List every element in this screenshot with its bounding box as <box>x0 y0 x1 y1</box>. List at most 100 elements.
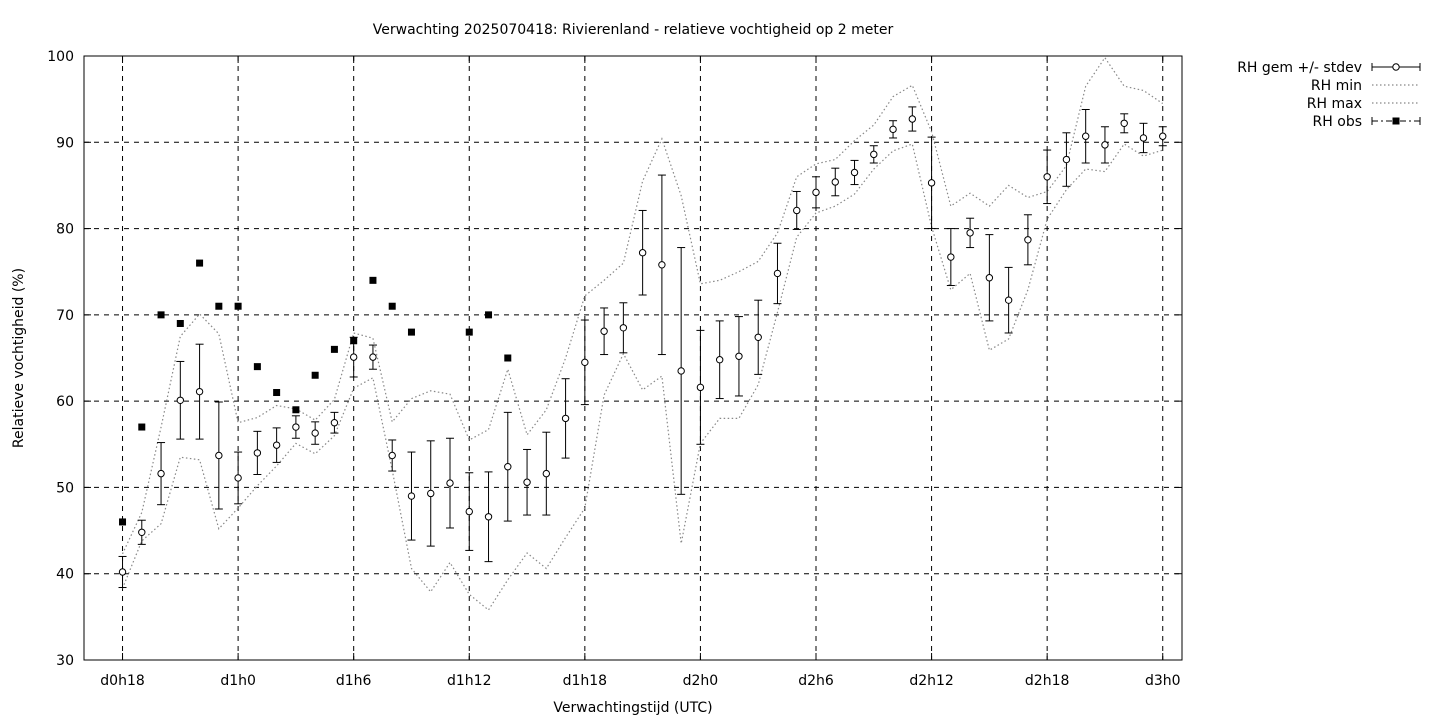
rh-obs-point <box>292 406 300 414</box>
rh-mean-point <box>388 451 396 460</box>
rh-obs-point <box>119 518 127 526</box>
rh-mean-point <box>1159 132 1167 140</box>
rh-mean-point <box>812 188 820 197</box>
rh-mean-point <box>407 492 416 500</box>
rh-mean-point <box>638 249 647 257</box>
x-tick-label: d2h6 <box>798 673 834 689</box>
legend-label: RH gem +/- stdev <box>1237 60 1362 76</box>
legend-swatch-point <box>1392 117 1400 125</box>
y-tick-label: 90 <box>56 135 74 151</box>
rh-mean-point <box>1101 141 1109 149</box>
axis-ticks: 30 40 50 60 70 80 90 100 d0h18 d1h0 d1h6 d1h12 d1h18… <box>47 49 1182 689</box>
rh-mean-point <box>831 178 839 186</box>
rh-mean-point <box>1139 134 1148 142</box>
y-tick-label: 70 <box>56 308 74 324</box>
rh-mean-point <box>253 449 262 457</box>
y-axis-label: Relatieve vochtigheid (%) <box>11 268 27 448</box>
legend-swatch-point <box>1392 63 1400 71</box>
rh-obs-point <box>157 311 165 319</box>
y-tick-label: 80 <box>56 222 74 238</box>
rh-mean-point <box>234 474 242 482</box>
x-tick-label: d3h0 <box>1145 673 1181 689</box>
x-tick-label: d1h6 <box>336 673 372 689</box>
rh-mean-point <box>542 469 551 478</box>
rh-mean-point <box>870 150 878 159</box>
rh-mean-errorbars <box>118 106 1167 589</box>
rh-mean-point <box>985 274 994 282</box>
rh-mean-point <box>581 358 589 367</box>
rh-obs-point <box>273 389 281 397</box>
rh-mean-point <box>715 356 724 364</box>
rh-mean-point <box>966 229 974 237</box>
rh-mean-point <box>272 441 281 449</box>
rh-obs-point <box>369 276 377 284</box>
rh-mean-point <box>369 353 377 361</box>
rh-obs-point <box>330 345 338 353</box>
rh-mean-point <box>157 469 165 478</box>
rh-mean-point <box>504 463 512 471</box>
legend-label: RH min <box>1311 78 1362 94</box>
legend-label: RH max <box>1307 96 1362 112</box>
rh-max-line <box>121 56 1164 555</box>
rh-min-max-lines <box>121 56 1164 611</box>
rh-mean-point <box>1120 119 1128 128</box>
rh-mean-point <box>427 489 435 498</box>
grid-lines <box>84 56 1182 660</box>
rh-mean-point <box>138 528 146 536</box>
y-tick-label: 50 <box>56 480 74 496</box>
rh-mean-point <box>292 423 300 431</box>
rh-mean-point <box>446 479 454 487</box>
rh-mean-point <box>793 206 801 215</box>
rh-mean-point <box>118 568 127 576</box>
x-tick-label: d0h18 <box>100 673 144 689</box>
x-tick-label: d2h18 <box>1025 673 1069 689</box>
rh-obs-point <box>350 337 358 345</box>
legend-label: RH obs <box>1313 114 1362 130</box>
rh-mean-point <box>658 261 666 269</box>
rh-min-line <box>121 143 1163 611</box>
x-tick-label: d2h12 <box>909 673 953 689</box>
rh-obs-point <box>407 328 415 336</box>
rh-mean-point <box>1062 155 1071 164</box>
rh-mean-point <box>927 179 936 187</box>
rh-obs-point <box>196 259 204 267</box>
x-tick-label: d1h18 <box>563 673 607 689</box>
rh-obs-points <box>119 259 512 526</box>
rh-mean-point <box>215 451 223 460</box>
rh-mean-point <box>561 414 570 423</box>
rh-obs-point <box>138 423 146 431</box>
rh-obs-point <box>253 363 261 371</box>
rh-mean-point <box>947 253 955 261</box>
x-tick-label: d1h12 <box>447 673 491 689</box>
rh-mean-point <box>176 396 185 404</box>
plot-border <box>83 55 1183 661</box>
rh-mean-point <box>349 353 358 361</box>
rh-obs-point <box>388 302 396 310</box>
y-tick-label: 40 <box>56 567 74 583</box>
rh-mean-point <box>311 429 319 437</box>
rh-obs-point <box>311 371 319 379</box>
rh-mean-point <box>735 352 743 360</box>
chart-title: Verwachting 2025070418: Rivierenland - r… <box>373 22 894 38</box>
rh-mean-point <box>484 513 493 521</box>
rh-mean-point <box>600 327 608 335</box>
rh-obs-point <box>234 302 242 310</box>
rh-mean-point <box>908 115 917 123</box>
rh-mean-point <box>696 383 705 392</box>
rh-mean-point <box>330 419 339 427</box>
legend: RH gem +/- stdev RH min RH max RH obs <box>1237 60 1421 130</box>
rh-mean-point <box>1081 132 1090 140</box>
rh-mean-point <box>677 367 685 375</box>
x-axis-label: Verwachtingstijd (UTC) <box>553 700 712 716</box>
rh-mean-point <box>1024 236 1032 244</box>
rh-mean-point <box>523 478 531 486</box>
rh-mean-point <box>850 168 859 177</box>
rh-mean-point <box>1004 296 1013 304</box>
rh-obs-point <box>485 311 493 319</box>
rh-mean-point <box>754 333 762 341</box>
rh-mean-point <box>619 324 628 332</box>
rh-mean-point <box>773 269 782 278</box>
rh-obs-point <box>215 302 223 310</box>
y-tick-label: 30 <box>56 653 74 669</box>
